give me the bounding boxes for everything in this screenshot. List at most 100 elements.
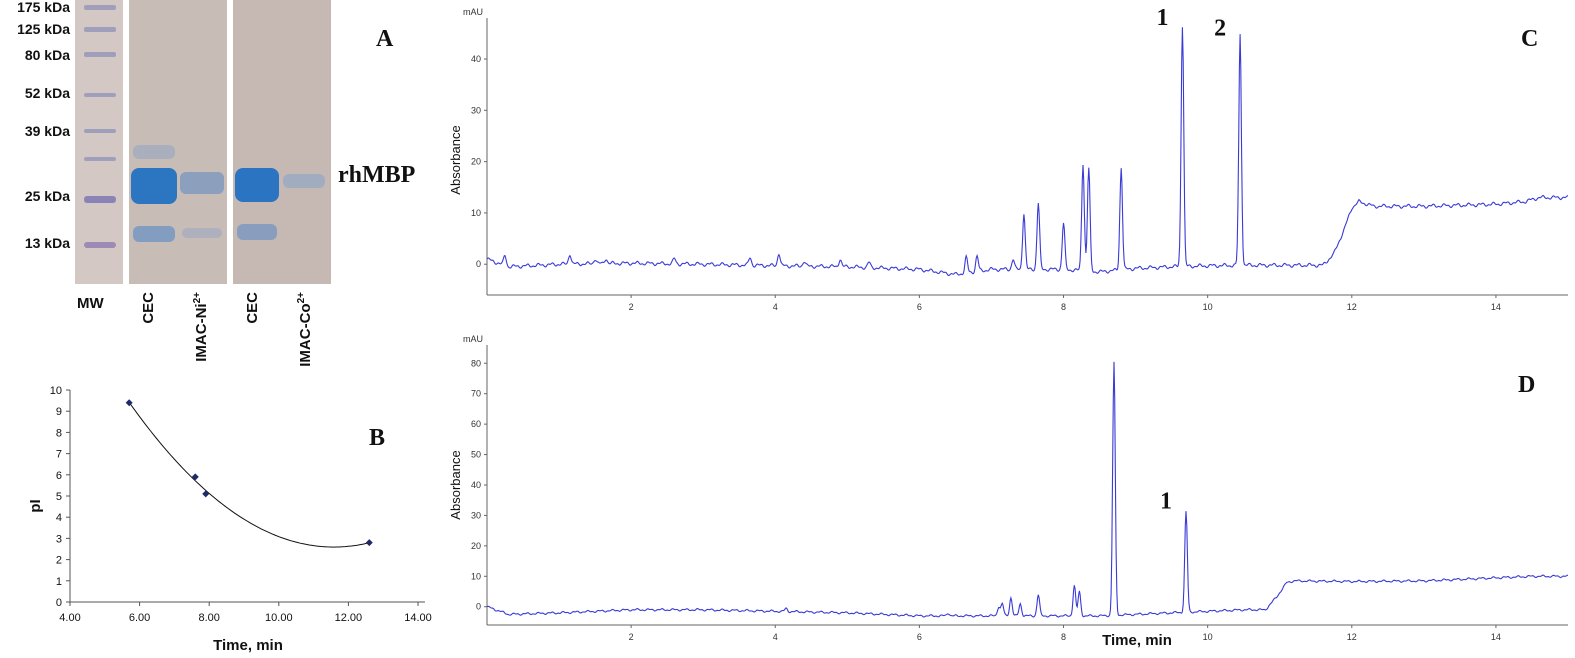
d-x-tick-label: 8 bbox=[1061, 632, 1066, 642]
mw-label: 39 kDa bbox=[25, 123, 70, 139]
d-y-tick-label: 50 bbox=[471, 450, 481, 460]
c-y-label: Absorbance bbox=[448, 125, 463, 194]
c-x-ticks: 2 4 6 8 10 12 14 bbox=[629, 295, 1501, 312]
d-x-tick-label: 10 bbox=[1203, 632, 1213, 642]
imac-ni-band bbox=[180, 172, 224, 194]
d-y-tick-label: 20 bbox=[471, 541, 481, 551]
b-x-tick-label: 4.00 bbox=[59, 612, 80, 624]
ladder-band bbox=[84, 5, 116, 10]
ladder-band bbox=[84, 129, 116, 133]
ladder-band bbox=[84, 93, 116, 97]
ladder-band bbox=[84, 196, 116, 203]
d-x-tick-label: 2 bbox=[629, 632, 634, 642]
d-y-tick-label: 0 bbox=[476, 602, 481, 612]
b-x-tick-label: 8.00 bbox=[198, 612, 219, 624]
ladder-band bbox=[84, 157, 116, 161]
b-x-ticks: 4.00 6.00 8.00 10.00 12.00 14.00 bbox=[59, 602, 432, 624]
b-trendline bbox=[128, 402, 370, 548]
cec2-band-main bbox=[235, 168, 279, 202]
d-y-tick-label: 80 bbox=[471, 358, 481, 368]
lane-label-mw: MW bbox=[77, 295, 104, 312]
d-y-tick-label: 30 bbox=[471, 510, 481, 520]
mw-label: 80 kDa bbox=[25, 47, 70, 63]
lane-label-imac-ni: IMAC-Ni2+ bbox=[192, 292, 210, 362]
mw-label: 52 kDa bbox=[25, 85, 70, 101]
d-x-tick-label: 14 bbox=[1491, 632, 1501, 642]
protein-bands bbox=[131, 145, 325, 242]
c-y-tick-label: 30 bbox=[471, 105, 481, 115]
d-peak-label: 1 bbox=[1160, 488, 1172, 514]
cec-band-upper bbox=[133, 145, 175, 159]
mw-label: 25 kDa bbox=[25, 188, 70, 204]
panel-b-chart: 0 1 2 3 4 5 6 7 8 9 10 4.00 6.00 8.00 10.00 12.00 14.00… bbox=[27, 385, 432, 654]
c-peak-label: 2 bbox=[1214, 15, 1226, 41]
ladder-band bbox=[84, 27, 116, 32]
b-x-tick-label: 6.00 bbox=[129, 612, 150, 624]
b-y-tick-label: 0 bbox=[56, 597, 62, 609]
b-y-tick-label: 5 bbox=[56, 491, 62, 503]
b-y-tick-label: 9 bbox=[56, 406, 62, 418]
d-y-label: Absorbance bbox=[448, 450, 463, 519]
c-y-tick-label: 10 bbox=[471, 208, 481, 218]
panel-d-chromatogram: 0 10 20 30 40 50 60 70 80 2 4 6 8 10 12 14 1 mAU Absor… bbox=[448, 334, 1569, 649]
panel-label-c: C bbox=[1521, 26, 1538, 52]
b-x-tick-label: 12.00 bbox=[335, 612, 363, 624]
c-x-tick-label: 6 bbox=[917, 302, 922, 312]
ladder-band bbox=[84, 242, 116, 248]
d-x-label: Time, min bbox=[1102, 632, 1172, 649]
c-unit-label: mAU bbox=[463, 7, 483, 17]
c-y-tick-label: 40 bbox=[471, 54, 481, 64]
b-points bbox=[125, 399, 373, 547]
d-x-tick-label: 12 bbox=[1347, 632, 1357, 642]
imac-ni-band-lower bbox=[182, 228, 222, 238]
d-x-tick-label: 4 bbox=[773, 632, 778, 642]
imac-co-band bbox=[283, 174, 325, 188]
b-y-tick-label: 2 bbox=[56, 555, 62, 567]
b-x-label: Time, min bbox=[213, 637, 283, 654]
d-peak-labels: 1 bbox=[1160, 488, 1172, 514]
c-trace bbox=[486, 27, 1569, 277]
d-y-tick-label: 40 bbox=[471, 480, 481, 490]
c-x-tick-label: 8 bbox=[1061, 302, 1066, 312]
mw-label: 125 kDa bbox=[17, 21, 70, 37]
b-y-tick-label: 7 bbox=[56, 449, 62, 461]
mw-ladder-bands bbox=[84, 5, 116, 248]
d-unit-label: mAU bbox=[463, 334, 483, 344]
panel-a-gel: 175 kDa 125 kDa 80 kDa 52 kDa 39 kDa 25 … bbox=[17, 0, 415, 367]
b-y-tick-label: 3 bbox=[56, 533, 62, 545]
band-label: rhMBP bbox=[338, 162, 415, 188]
lane-label-imac-co: IMAC-Co2+ bbox=[296, 292, 314, 367]
c-x-tick-label: 14 bbox=[1491, 302, 1501, 312]
d-y-ticks: 0 10 20 30 40 50 60 70 80 bbox=[471, 358, 487, 612]
c-peak-label: 1 bbox=[1156, 5, 1168, 31]
lane-label-cec: CEC bbox=[140, 292, 157, 324]
cec-band-main bbox=[131, 168, 177, 204]
b-data-point bbox=[202, 490, 210, 498]
c-x-tick-label: 10 bbox=[1203, 302, 1213, 312]
b-y-label: pI bbox=[27, 499, 44, 512]
d-y-tick-label: 10 bbox=[471, 571, 481, 581]
b-y-tick-label: 1 bbox=[56, 576, 62, 588]
d-y-tick-label: 60 bbox=[471, 419, 481, 429]
b-x-tick-label: 14.00 bbox=[404, 612, 432, 624]
lane-label-cec-2: CEC bbox=[244, 292, 261, 324]
panel-label-a: A bbox=[376, 26, 394, 52]
d-trace bbox=[486, 361, 1569, 618]
gel-lane-mw bbox=[75, 0, 123, 284]
b-y-tick-label: 10 bbox=[50, 385, 62, 397]
b-data-point bbox=[365, 539, 373, 547]
b-y-tick-label: 8 bbox=[56, 427, 62, 439]
d-x-ticks: 2 4 6 8 10 12 14 bbox=[629, 625, 1501, 642]
b-data-point bbox=[191, 473, 199, 481]
mw-label: 175 kDa bbox=[17, 0, 70, 15]
cec-band-lower bbox=[133, 226, 175, 242]
c-x-tick-label: 2 bbox=[629, 302, 634, 312]
c-x-tick-label: 4 bbox=[773, 302, 778, 312]
b-y-ticks: 0 1 2 3 4 5 6 7 8 9 10 bbox=[50, 385, 70, 609]
b-data-point bbox=[125, 399, 133, 407]
gel-lanes-cec-co bbox=[233, 0, 331, 284]
cec2-band-lower bbox=[237, 224, 277, 240]
